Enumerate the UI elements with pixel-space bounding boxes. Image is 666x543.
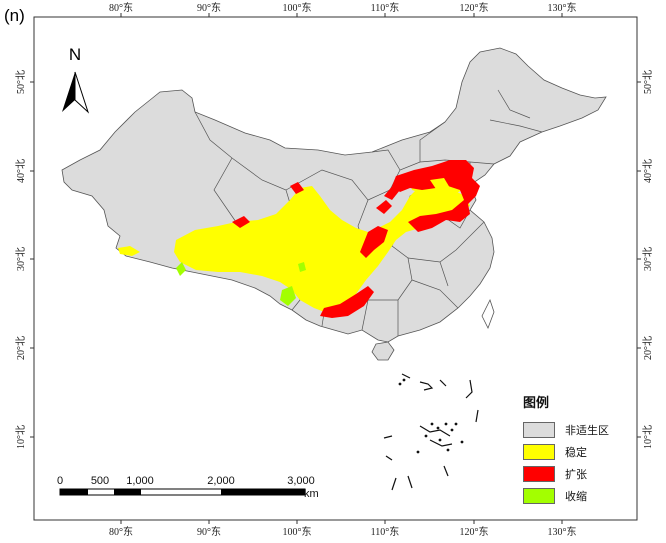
right-latitude-label: 10°北 xyxy=(642,425,654,449)
right-latitude-label: 40°北 xyxy=(642,159,654,183)
legend-swatch-expansion xyxy=(523,466,555,482)
legend-item: 稳定 xyxy=(523,441,613,463)
hainan-island xyxy=(371,341,395,361)
island-dots xyxy=(398,378,464,454)
legend-item: 非适生区 xyxy=(523,419,613,441)
legend-item-label: 稳定 xyxy=(565,446,587,459)
right-latitude-label: 30°北 xyxy=(642,247,654,271)
top-longitude-label: 90°东 xyxy=(197,1,221,14)
scale-unit: km xyxy=(304,488,319,500)
top-longitude-label: 110°东 xyxy=(371,1,400,14)
left-latitude-label: 30°北 xyxy=(15,247,27,271)
south-china-sea-islands xyxy=(383,373,479,491)
legend-item-label: 收缩 xyxy=(565,490,587,503)
bottom-longitude-label: 100°东 xyxy=(283,525,312,538)
north-arrow: N xyxy=(62,45,90,114)
right-latitude-label: 50°北 xyxy=(642,70,654,94)
legend-item: 扩张 xyxy=(523,463,613,485)
scale-label: 0 xyxy=(57,475,63,487)
top-longitude-label: 100°东 xyxy=(283,1,312,14)
panel-label: (n) xyxy=(4,6,25,25)
taiwan-island xyxy=(481,298,495,329)
top-longitude-label: 120°东 xyxy=(460,1,489,14)
contraction-regions xyxy=(176,262,306,306)
scale-bar: 0 500 1,000 2,000 3,000 km xyxy=(57,475,319,500)
bottom-longitude-label: 120°东 xyxy=(460,525,489,538)
scale-label: 2,000 xyxy=(207,475,235,487)
legend-title: 图例 xyxy=(523,396,550,411)
legend-swatch-stable xyxy=(523,444,555,460)
left-latitude-label: 20°北 xyxy=(15,336,27,360)
bottom-longitude-label: 110°东 xyxy=(371,525,400,538)
scale-label: 1,000 xyxy=(126,475,154,487)
legend-item: 收缩 xyxy=(523,485,613,507)
legend-swatch-nonsuitable xyxy=(523,422,555,438)
expansion-regions xyxy=(232,160,480,318)
legend-swatch-contraction xyxy=(523,488,555,504)
stable-region-west-strip xyxy=(118,246,140,256)
top-longitude-label: 80°东 xyxy=(109,1,133,14)
bottom-longitude-label: 130°东 xyxy=(548,525,577,538)
top-longitude-label: 130°东 xyxy=(548,1,577,14)
bottom-longitude-label: 90°东 xyxy=(197,525,221,538)
north-arrow-label: N xyxy=(69,45,81,64)
legend-item-label: 扩张 xyxy=(565,468,587,481)
legend: 图例 非适生区 稳定 扩张 收缩 xyxy=(517,392,613,507)
legend-item-label: 非适生区 xyxy=(565,424,609,437)
bottom-longitude-label: 80°东 xyxy=(109,525,133,538)
frame-ticks xyxy=(30,13,641,524)
right-latitude-label: 20°北 xyxy=(642,336,654,360)
stable-region-west xyxy=(174,184,470,314)
scale-label: 3,000 xyxy=(287,475,315,487)
left-latitude-label: 50°北 xyxy=(15,70,27,94)
scale-label: 500 xyxy=(91,475,109,487)
left-latitude-label: 10°北 xyxy=(15,425,27,449)
left-latitude-label: 40°北 xyxy=(15,159,27,183)
